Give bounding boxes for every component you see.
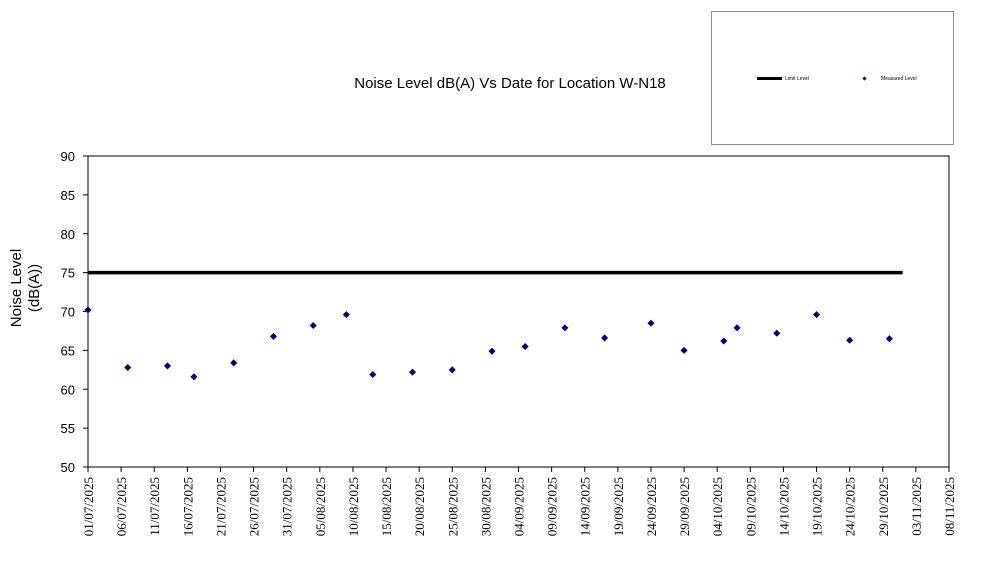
y-tick-label: 55	[61, 421, 75, 436]
measured-level-point	[269, 332, 277, 340]
y-tick-label: 75	[61, 266, 75, 281]
x-tick-label: 09/09/2025	[545, 477, 560, 536]
legend-limit-level-label: Limit Level	[785, 76, 809, 82]
x-tick-label: 01/07/2025	[81, 477, 96, 536]
measured-level-point	[342, 311, 350, 319]
x-tick-label: 24/09/2025	[644, 477, 659, 536]
measured-level-point	[813, 311, 821, 319]
measured-level-point	[885, 335, 893, 343]
measured-level-point	[408, 368, 417, 376]
measured-level-point	[773, 329, 781, 337]
measured-level-point	[846, 336, 854, 344]
x-tick-label: 10/08/2025	[346, 477, 361, 536]
x-tick-label: 21/07/2025	[213, 477, 228, 536]
x-tick-label: 14/10/2025	[776, 477, 791, 536]
x-tick-label: 09/10/2025	[743, 477, 758, 536]
x-tick-label: 29/10/2025	[876, 477, 891, 536]
x-tick-label: 30/08/2025	[478, 477, 493, 536]
measured-level-point	[369, 370, 377, 379]
x-tick-label: 11/07/2025	[147, 477, 162, 536]
measured-level-point	[230, 359, 238, 367]
measured-level-point	[561, 324, 569, 332]
y-tick-label: 50	[61, 460, 75, 475]
x-tick-label: 04/10/2025	[710, 477, 725, 536]
y-tick-label: 70	[61, 305, 75, 320]
measured-level-point	[309, 321, 317, 330]
x-tick-label: 16/07/2025	[180, 477, 195, 536]
measured-level-point	[488, 347, 496, 355]
y-axis-label: (dB(A))	[26, 264, 43, 312]
x-tick-label: 20/08/2025	[412, 477, 427, 536]
measured-level-point	[647, 319, 655, 327]
y-tick-label: 90	[61, 149, 75, 164]
y-tick-label: 80	[61, 227, 75, 242]
y-tick-label: 60	[61, 382, 75, 397]
y-tick-label: 65	[61, 343, 75, 358]
x-tick-label: 06/07/2025	[114, 477, 129, 536]
x-tick-label: 03/11/2025	[909, 477, 924, 536]
measured-level-point	[601, 334, 609, 342]
plot-area	[87, 155, 950, 468]
measured-level-point	[720, 337, 728, 345]
legend-measured-level-label: Measured Level	[881, 76, 917, 82]
x-tick-label: 19/09/2025	[611, 477, 626, 536]
x-tick-label: 05/08/2025	[313, 477, 328, 536]
x-tick-label: 26/07/2025	[247, 477, 262, 536]
legend: Limit Level Measured Level	[711, 11, 954, 145]
measured-level-point	[190, 373, 198, 381]
measured-level-point	[680, 346, 688, 354]
x-tick-label: 08/11/2025	[942, 477, 957, 536]
y-tick-label: 85	[61, 188, 75, 203]
y-axis-label: Noise Level	[8, 249, 25, 327]
measured-level-point	[84, 306, 92, 314]
measured-level-point	[733, 324, 741, 332]
x-tick-label: 15/08/2025	[379, 477, 394, 536]
measured-level-point	[521, 342, 529, 351]
x-tick-label: 25/08/2025	[445, 477, 460, 536]
chart-title: Noise Level dB(A) Vs Date for Location W…	[354, 75, 666, 92]
measured-level-point	[124, 363, 132, 372]
x-tick-label: 29/09/2025	[677, 477, 692, 536]
measured-level-point	[448, 366, 456, 374]
x-tick-label: 31/07/2025	[280, 477, 295, 536]
x-tick-label: 24/10/2025	[843, 477, 858, 536]
legend-limit-level-line	[757, 77, 782, 80]
measured-level-point	[163, 362, 172, 370]
x-tick-label: 04/09/2025	[512, 477, 527, 536]
x-tick-label: 19/10/2025	[810, 477, 825, 536]
x-tick-label: 14/09/2025	[578, 477, 593, 536]
